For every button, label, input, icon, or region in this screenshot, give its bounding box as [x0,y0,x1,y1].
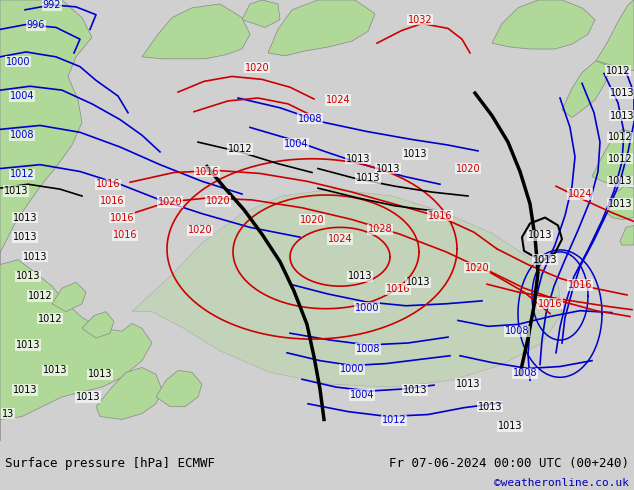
Text: 1016: 1016 [385,284,410,294]
Text: Fr 07-06-2024 00:00 UTC (00+240): Fr 07-06-2024 00:00 UTC (00+240) [389,457,629,469]
Text: 1013: 1013 [527,230,552,240]
Text: 13: 13 [2,409,14,418]
Text: 1024: 1024 [326,95,351,105]
Text: 1013: 1013 [13,385,37,395]
Text: 1012: 1012 [228,144,252,154]
Text: 1008: 1008 [10,130,34,140]
Text: 1013: 1013 [610,111,634,121]
Text: 1028: 1028 [368,224,392,234]
Text: 1013: 1013 [376,164,400,173]
Polygon shape [96,368,162,419]
Text: 1020: 1020 [205,196,230,206]
Text: 1013: 1013 [498,421,522,431]
Text: 1016: 1016 [428,211,452,220]
Text: 1013: 1013 [356,173,380,183]
Text: 1016: 1016 [538,299,562,309]
Text: 1016: 1016 [96,179,120,189]
Text: 1013: 1013 [75,392,100,402]
Text: 1013: 1013 [608,176,632,186]
Polygon shape [268,0,375,56]
Text: 1012: 1012 [607,132,632,142]
Text: 1012: 1012 [10,170,34,179]
Text: 1013: 1013 [610,88,634,98]
Text: 1004: 1004 [10,91,34,101]
Polygon shape [242,0,280,27]
Text: 1013: 1013 [406,277,430,287]
Text: 1013: 1013 [16,340,40,350]
Text: 1020: 1020 [158,197,183,207]
Text: 1000: 1000 [355,303,379,313]
Text: 1020: 1020 [188,225,212,235]
Polygon shape [0,260,152,441]
Text: 1012: 1012 [28,291,53,301]
Text: 1020: 1020 [245,63,269,73]
Polygon shape [596,0,634,71]
Text: 1016: 1016 [100,196,124,206]
Polygon shape [156,370,202,407]
Text: 1013: 1013 [478,402,502,412]
Text: 1004: 1004 [284,139,308,149]
Text: 992: 992 [42,0,61,10]
Text: 1013: 1013 [348,271,372,281]
Text: 1013: 1013 [23,252,48,262]
Text: 1000: 1000 [340,365,365,374]
Polygon shape [562,61,610,118]
Polygon shape [142,4,250,59]
Text: 1016: 1016 [110,213,134,222]
Polygon shape [132,189,562,387]
Text: 1012: 1012 [382,416,406,425]
Text: 1016: 1016 [568,280,592,290]
Text: 1000: 1000 [6,57,30,67]
Text: 1012: 1012 [607,154,632,164]
Text: Surface pressure [hPa] ECMWF: Surface pressure [hPa] ECMWF [5,457,215,469]
Polygon shape [82,312,114,338]
Text: 1013: 1013 [13,213,37,222]
Polygon shape [0,0,92,265]
Polygon shape [52,282,86,312]
Text: 1013: 1013 [608,199,632,209]
Polygon shape [606,186,634,220]
Text: 1016: 1016 [113,230,137,240]
Text: 1032: 1032 [408,15,432,24]
Text: 1013: 1013 [87,369,112,379]
Polygon shape [620,225,634,245]
Text: 1020: 1020 [456,164,481,173]
Text: 1024: 1024 [567,189,592,199]
Text: 1013: 1013 [403,149,427,159]
Text: 1020: 1020 [300,215,325,224]
Text: 1013: 1013 [16,271,40,281]
Text: 1016: 1016 [195,167,219,176]
Text: 1013: 1013 [4,186,29,196]
Text: 1012: 1012 [37,314,62,323]
Text: 1020: 1020 [465,263,489,272]
Text: 1013: 1013 [456,379,480,389]
Text: 1012: 1012 [605,66,630,75]
Text: 1013: 1013 [346,154,370,164]
Text: 1008: 1008 [513,368,537,378]
Text: 1013: 1013 [13,232,37,242]
Text: 1024: 1024 [328,234,353,244]
Text: 1013: 1013 [403,385,427,395]
Text: 996: 996 [27,21,45,30]
Text: ©weatheronline.co.uk: ©weatheronline.co.uk [494,478,629,488]
Text: 1008: 1008 [505,326,529,336]
Text: 1004: 1004 [350,390,374,400]
Text: 1013: 1013 [533,255,557,265]
Text: 1008: 1008 [356,344,380,354]
Polygon shape [592,129,634,186]
Text: 1008: 1008 [298,114,322,123]
Polygon shape [492,0,595,49]
Text: 1013: 1013 [42,366,67,375]
